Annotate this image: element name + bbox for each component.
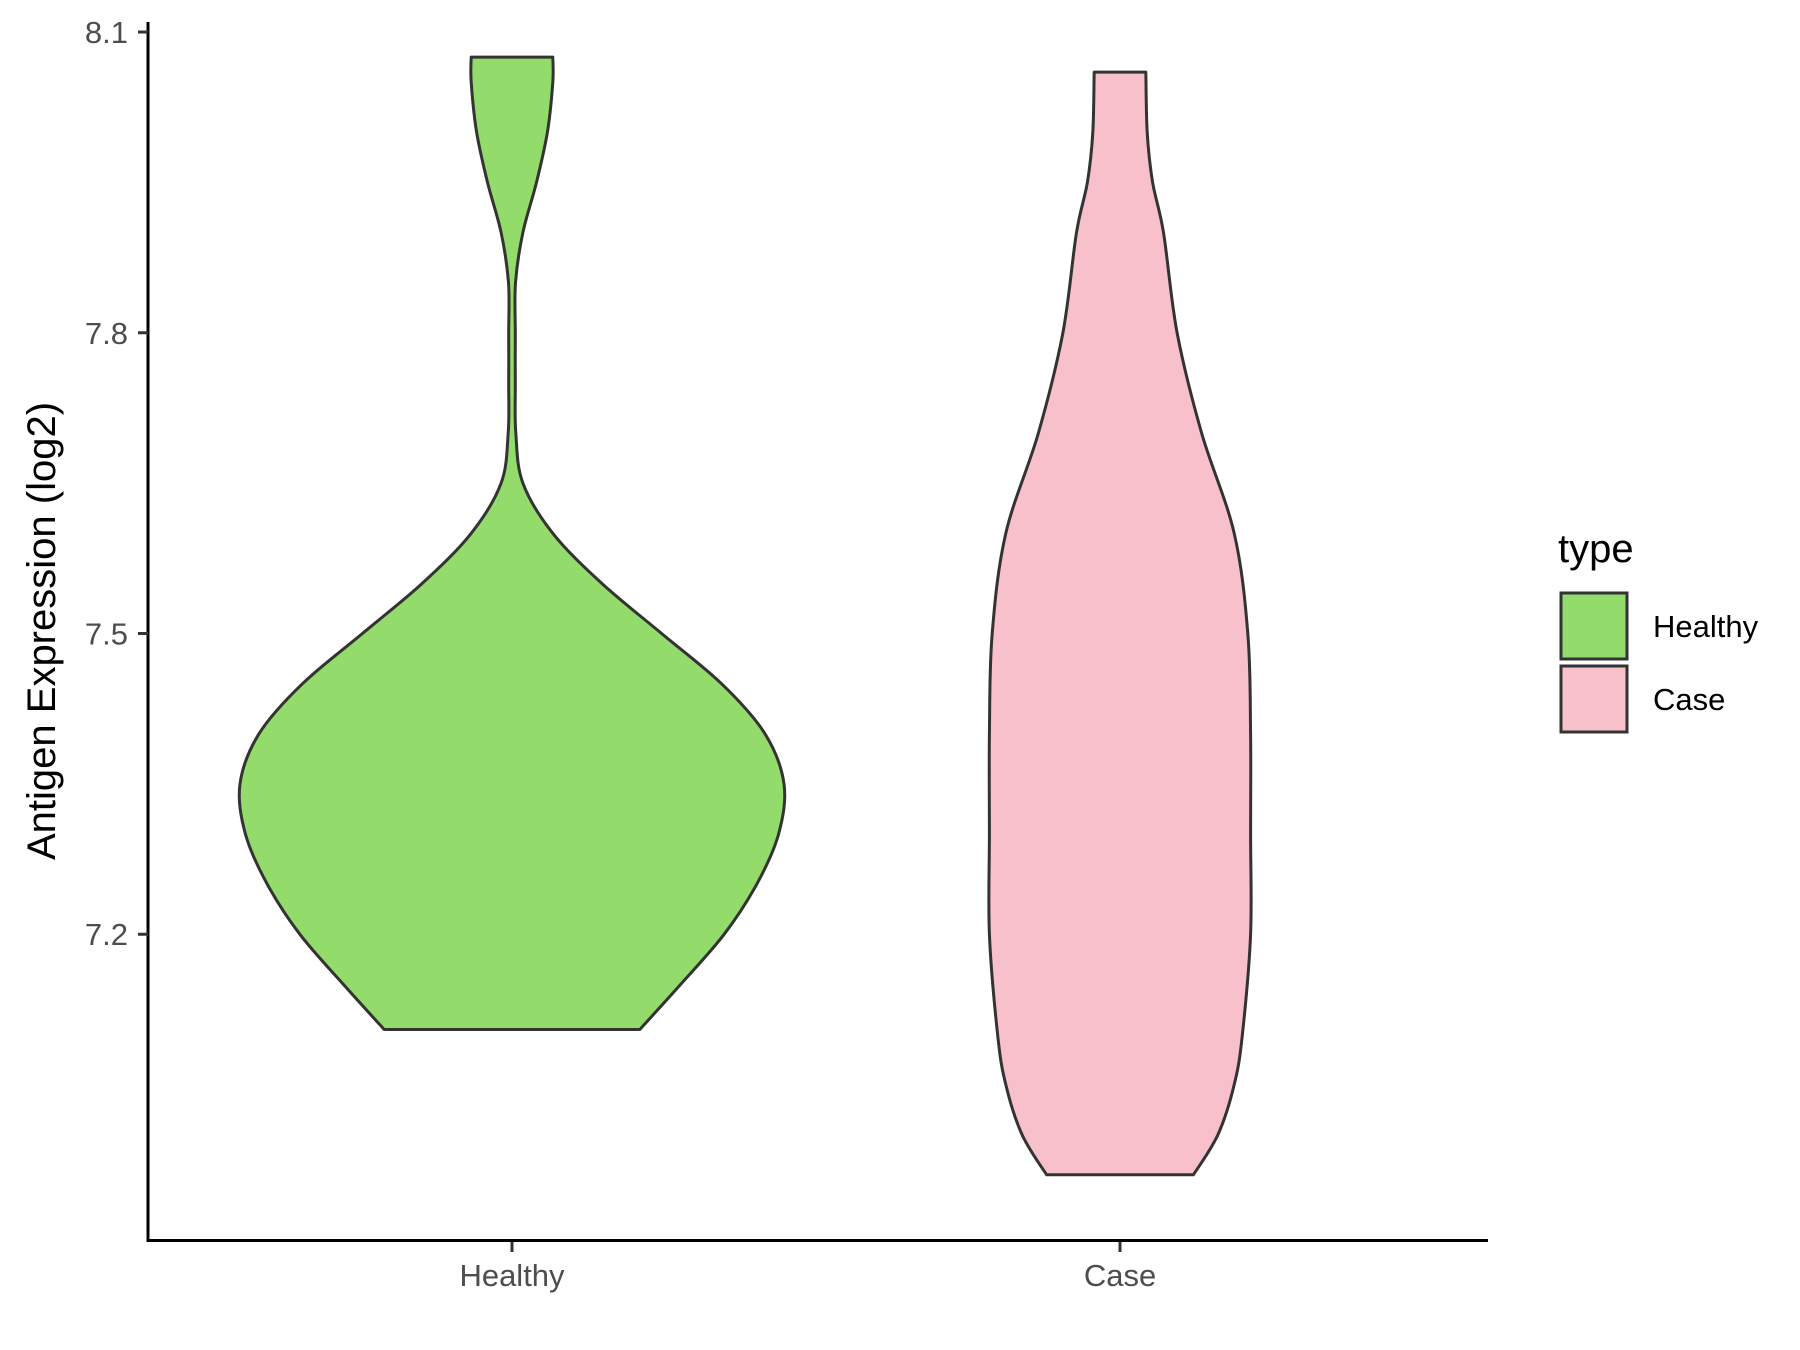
violin-healthy	[237, 55, 787, 1031]
y-tick-label: 7.5	[85, 617, 128, 652]
y-ticks: 7.2 7.5 7.8 8.1	[85, 15, 148, 952]
legend-label-case: Case	[1653, 682, 1725, 717]
y-tick-label: 7.2	[85, 917, 128, 952]
legend-swatch-case	[1559, 664, 1629, 734]
x-tick-label: Case	[1084, 1258, 1156, 1293]
x-tick-label: Healthy	[459, 1258, 565, 1293]
violin-case	[987, 70, 1253, 1177]
legend: type Healthy Case	[1558, 527, 1759, 734]
y-axis-title: Antigen Expression (log2)	[20, 402, 64, 860]
legend-label-healthy: Healthy	[1653, 609, 1759, 644]
y-tick-label: 7.8	[85, 316, 128, 351]
violin-layer	[237, 55, 1253, 1177]
y-tick-label: 8.1	[85, 15, 128, 50]
legend-swatch-healthy	[1559, 591, 1629, 661]
x-ticks: Healthy Case	[459, 1242, 1156, 1293]
legend-title: type	[1558, 527, 1634, 571]
